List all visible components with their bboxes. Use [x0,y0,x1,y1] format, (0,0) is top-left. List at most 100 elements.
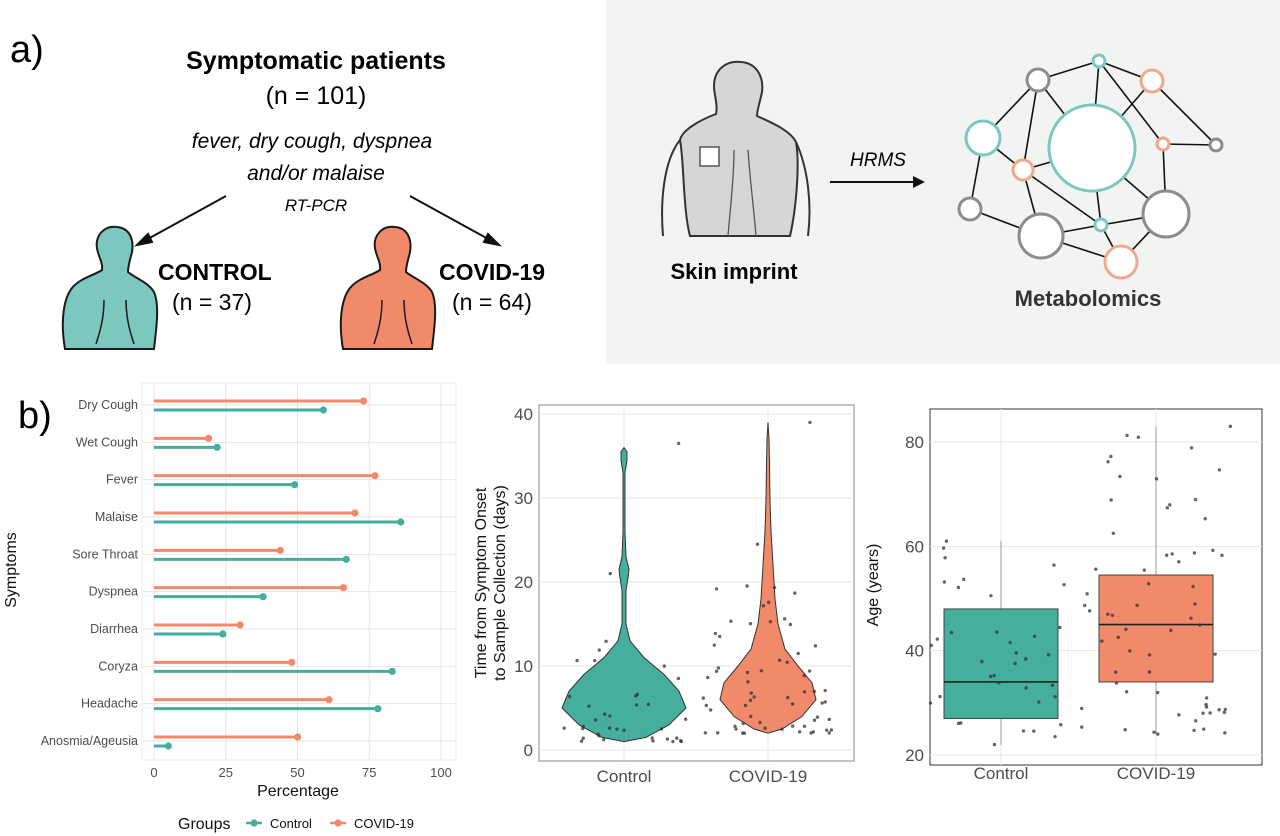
jitter-point [786,695,790,700]
jitter-point [1113,670,1118,674]
jitter-point [593,718,598,722]
jitter-point [782,617,787,621]
node-gray [957,196,983,222]
jitter-point [1228,424,1233,429]
panel-b-label: b) [18,395,52,437]
jitter-point [1052,563,1056,567]
control-point [319,406,327,414]
jitter-point [1201,711,1205,715]
jitter-point [1217,708,1221,712]
jitter-point [741,721,745,726]
jitter-point [962,577,966,582]
y-tick-label: Headache [81,697,138,711]
jitter-point [997,681,1001,685]
control-point [397,518,405,526]
jitter-point [615,727,619,731]
jitter-point [797,730,802,734]
jitter-point [1106,460,1110,464]
y-tick-label: 40 [905,642,924,661]
x-tick-label: 50 [290,765,304,780]
jitter-point [671,739,675,744]
jitter-point [1194,719,1198,723]
jitter-point [593,658,597,663]
jitter-point [943,556,947,560]
jitter-point [829,728,834,732]
x-tick-label: Control [597,767,652,786]
jitter-point [796,651,800,656]
jitter-point [1165,506,1169,510]
jitter-point [808,420,812,425]
jitter-point [995,630,999,634]
covid-point [325,696,333,704]
jitter-point [683,717,688,721]
covid-label: COVID-19 [439,259,545,285]
jitter-point [608,571,612,576]
jitter-point [575,658,579,663]
jitter-point [714,669,719,674]
node-teal-small [1091,53,1107,69]
jitter-point [1223,731,1227,735]
jitter-point [1013,661,1017,666]
node-salmon [1011,158,1035,182]
x-tick-label: Control [974,764,1029,783]
skin-back-icon [661,60,811,237]
jitter-point [579,739,584,743]
jitter-point [777,658,782,662]
jitter-point [1142,568,1146,572]
y-tick-label: Malaise [95,510,138,524]
jitter-point [815,715,820,719]
jitter-point [646,702,651,707]
jitter-point [992,673,996,678]
control-point [388,667,396,675]
jitter-point [935,637,940,641]
control-point [213,443,221,451]
jitter-point [745,670,750,675]
jitter-point [1191,584,1195,589]
jitter-point [703,731,708,735]
jitter-point [748,698,753,703]
jitter-point [1085,592,1089,596]
jitter-point [1046,653,1051,657]
control-point [342,555,350,563]
method-label: RT-PCR [285,196,347,215]
y-tick-label: 30 [514,489,533,508]
jitter-point [749,691,754,695]
jitter-point [597,734,601,738]
jitter-point [1128,649,1132,653]
covid-body-icon [339,225,437,350]
covid-point [276,546,284,554]
criteria-line-1: fever, dry cough, dyspnea [192,130,433,153]
control-body-icon [61,225,159,350]
jitter-point [949,630,954,635]
jitter-point [676,441,681,446]
covid-violin [719,422,817,734]
jitter-point [1111,531,1116,535]
jitter-point [1114,681,1119,685]
jitter-point [1080,725,1084,729]
jitter-point [1211,548,1215,552]
jitter-point [581,736,585,740]
control-point [164,742,172,750]
jitter-point [1204,696,1209,700]
jitter-point [802,690,807,694]
y-tick-label: 10 [514,657,533,676]
node-gray-large [1017,212,1065,260]
jitter-point [956,585,961,590]
jitter-point [1024,657,1028,661]
split-arrows [133,195,503,247]
jitter-point [708,708,713,712]
control-point [374,705,382,713]
covid-point [293,733,302,741]
legend-covid-label: COVID-19 [354,816,414,831]
jitter-point [1155,690,1160,695]
y-tick-label: 80 [905,433,924,452]
jitter-point [1147,582,1151,586]
jitter-point [980,659,984,664]
jitter-point [745,584,749,588]
jitter-point [634,694,638,698]
node-gray [1025,67,1051,93]
jitter-point [813,644,818,648]
jitter-point [1177,713,1181,717]
covid-point [351,509,359,517]
jitter-point [1109,454,1113,459]
